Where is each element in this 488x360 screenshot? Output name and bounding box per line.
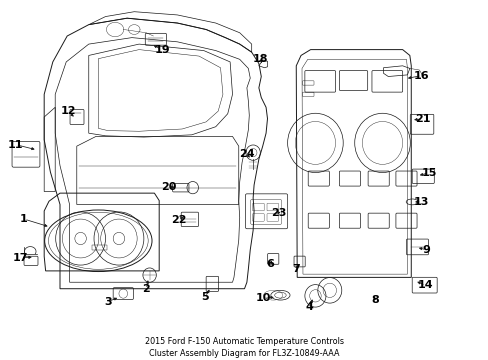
Text: 2: 2 (142, 284, 150, 294)
Text: 7: 7 (291, 264, 299, 274)
Text: 11: 11 (8, 140, 23, 149)
Text: 14: 14 (417, 280, 432, 291)
Text: 15: 15 (421, 168, 436, 178)
Text: 8: 8 (370, 295, 378, 305)
Text: 5: 5 (201, 292, 208, 302)
Text: 13: 13 (413, 197, 428, 207)
Text: 1: 1 (20, 214, 28, 224)
Text: 3: 3 (104, 297, 111, 307)
Text: 10: 10 (255, 293, 271, 303)
Text: 19: 19 (154, 45, 169, 55)
Text: 6: 6 (265, 260, 273, 269)
Text: 12: 12 (61, 106, 76, 116)
Text: 9: 9 (422, 245, 429, 255)
Text: 21: 21 (415, 114, 430, 123)
Text: 24: 24 (239, 149, 254, 159)
Text: 20: 20 (161, 182, 176, 192)
Text: 18: 18 (252, 54, 267, 64)
Text: 2015 Ford F-150 Automatic Temperature Controls
Cluster Assembly Diagram for FL3Z: 2015 Ford F-150 Automatic Temperature Co… (145, 337, 343, 358)
Text: 16: 16 (413, 71, 429, 81)
Text: 17: 17 (13, 253, 28, 263)
Text: 4: 4 (305, 302, 312, 311)
Text: 23: 23 (271, 208, 286, 218)
Text: 22: 22 (171, 215, 186, 225)
